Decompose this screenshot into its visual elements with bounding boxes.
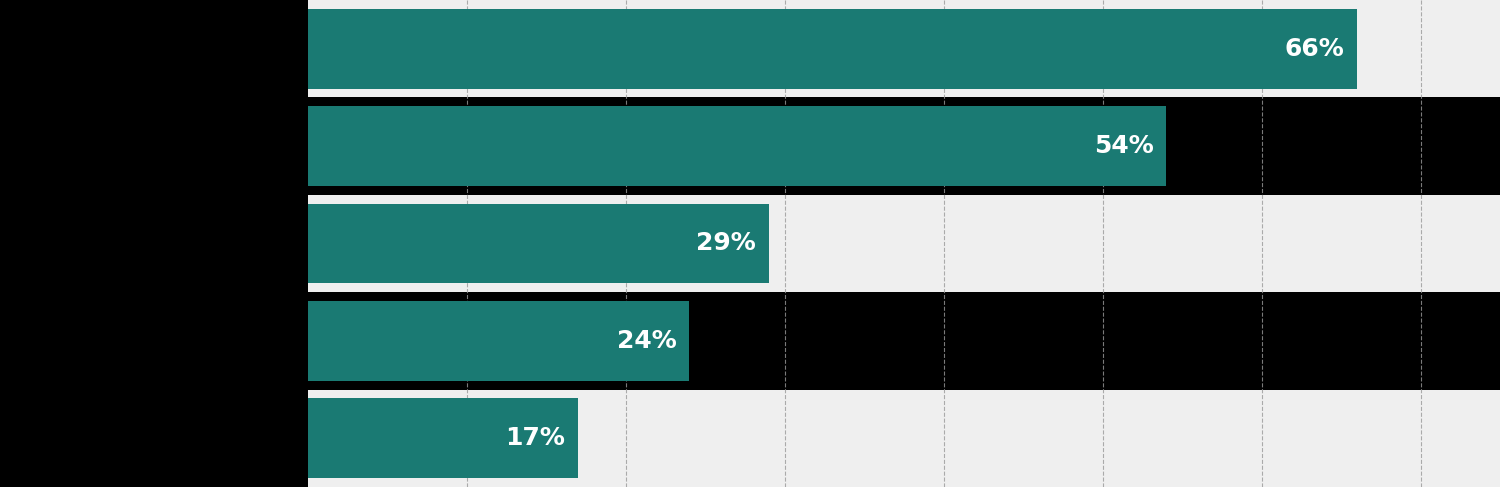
Bar bbox=[308, 0, 1500, 97]
Bar bbox=[308, 390, 1500, 487]
Text: 66%: 66% bbox=[1284, 37, 1344, 61]
Text: 24%: 24% bbox=[616, 329, 676, 353]
Bar bbox=[308, 106, 1166, 186]
Bar bbox=[308, 97, 1500, 195]
Bar bbox=[308, 398, 578, 478]
Text: 17%: 17% bbox=[506, 426, 566, 450]
Bar bbox=[308, 9, 1358, 89]
Bar bbox=[308, 195, 1500, 292]
Bar bbox=[308, 301, 688, 381]
Bar bbox=[308, 292, 1500, 390]
Bar bbox=[308, 204, 768, 283]
Text: 29%: 29% bbox=[696, 231, 756, 256]
Text: 54%: 54% bbox=[1094, 134, 1154, 158]
